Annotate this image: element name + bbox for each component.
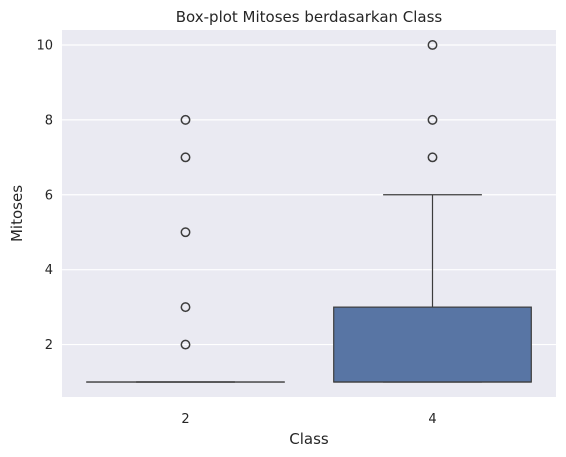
y-tick-label: 10 [36,38,53,53]
x-tick-label: 4 [428,412,436,427]
outlier-point [180,152,191,163]
outlier-point [427,40,438,50]
y-tick-label: 4 [45,263,53,278]
box-layer [86,40,532,383]
x-axis-label: Class [289,430,329,448]
y-tick-label: 2 [45,338,53,353]
outlier-point [180,302,191,313]
chart-title: Box-plot Mitoses berdasarkan Class [176,8,443,26]
outlier-point [180,339,191,350]
y-axis-label: Mitoses [8,185,26,242]
box-group-4 [333,40,532,383]
tick-layer: 2 4 6 8 10 2 4 [36,38,436,427]
outlier-point [180,114,191,125]
outlier-point [180,227,191,238]
outlier-point [427,152,438,163]
y-tick-label: 8 [45,113,53,128]
outlier-point [427,114,438,125]
iqr-box [333,306,532,383]
box-group-2 [86,114,285,383]
x-tick-label: 2 [181,412,189,427]
y-tick-label: 6 [45,188,53,203]
